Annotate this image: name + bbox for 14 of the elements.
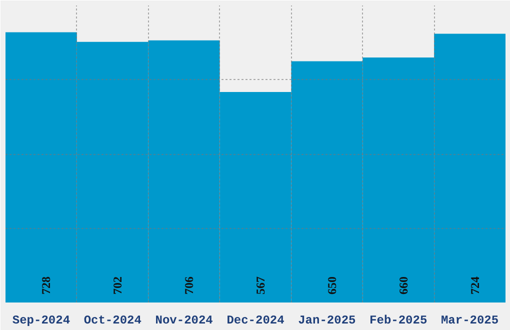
- x-tick-label: Dec-2024: [226, 314, 284, 328]
- x-tick-label: Oct-2024: [84, 314, 142, 328]
- data-label: 706: [182, 276, 196, 294]
- x-tick-label: Mar-2025: [440, 314, 499, 328]
- data-label: 728: [39, 276, 54, 294]
- data-label: 650: [324, 276, 339, 294]
- data-label: 567: [254, 276, 268, 294]
- data-label: 702: [110, 276, 125, 294]
- x-tick-label: Nov-2024: [155, 314, 213, 328]
- data-label: 660: [396, 276, 410, 294]
- x-tick-label: Sep-2024: [12, 314, 70, 328]
- data-label: 724: [468, 276, 482, 294]
- x-tick-label: Jan-2025: [298, 314, 356, 328]
- x-tick-label: Feb-2025: [370, 314, 428, 328]
